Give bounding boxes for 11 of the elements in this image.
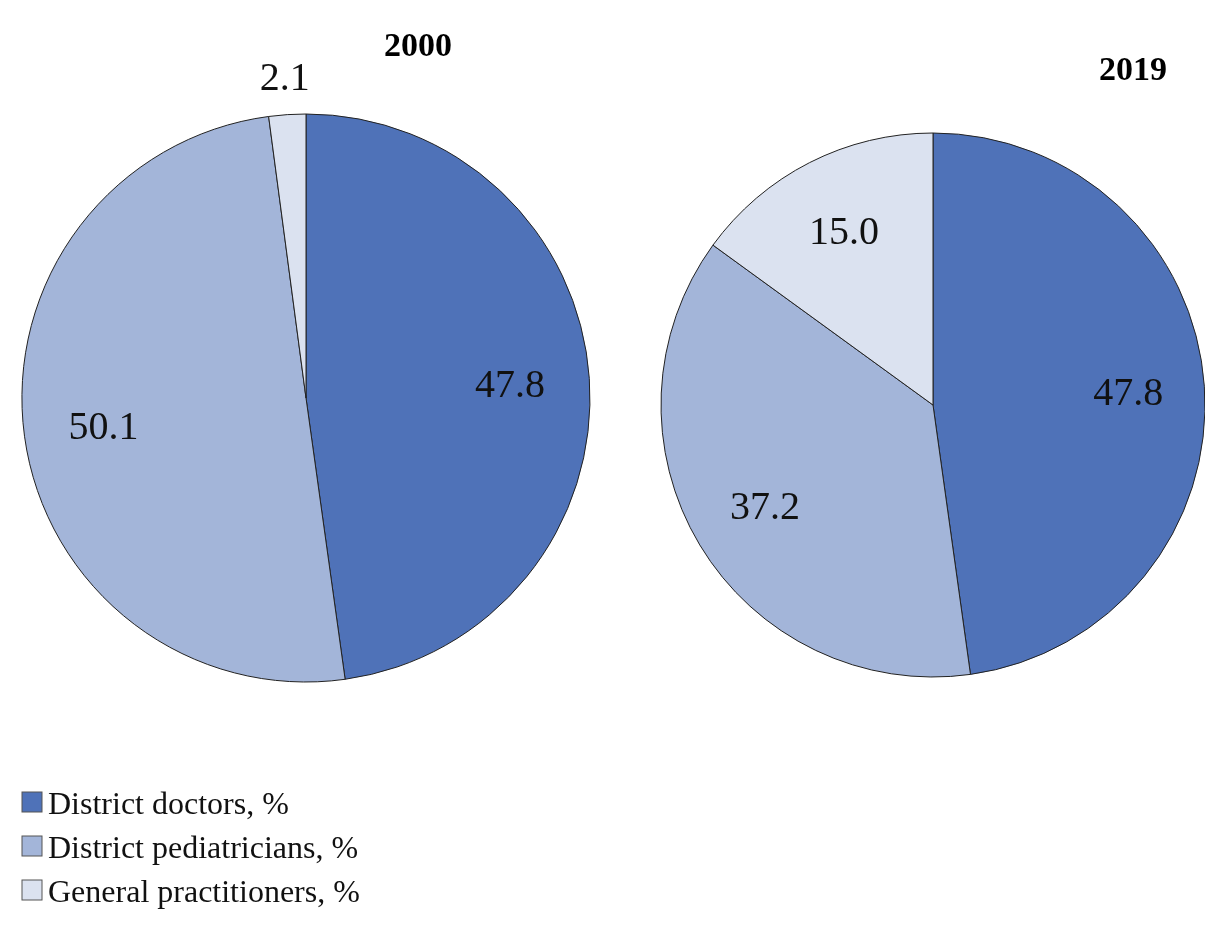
legend-label: General practitioners, % [48, 873, 360, 909]
chart-title: 2019 [1099, 50, 1167, 87]
data-label: 37.2 [730, 483, 801, 529]
legend-label: District doctors, % [48, 785, 289, 821]
legend-label: District pediatricians, % [48, 829, 359, 865]
chart-title: 2000 [384, 26, 452, 63]
data-label: 50.1 [68, 403, 139, 449]
data-label: 47.8 [1093, 368, 1164, 414]
data-label: 15.0 [809, 208, 880, 254]
data-label: 47.8 [474, 361, 545, 407]
data-label: 2.1 [259, 54, 310, 100]
